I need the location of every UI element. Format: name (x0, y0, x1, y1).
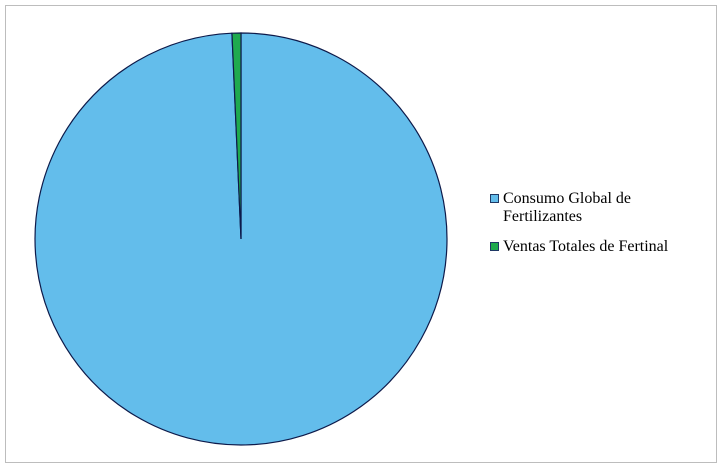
legend-swatch-consumo (490, 194, 499, 203)
legend-entry-ventas: Ventas Totales de Fertinal (490, 238, 713, 256)
legend-swatch-ventas (490, 242, 499, 251)
pie-chart (34, 32, 448, 446)
legend-entry-consumo: Consumo Global de Fertilizantes (490, 190, 713, 226)
legend-label-ventas: Ventas Totales de Fertinal (503, 238, 669, 255)
legend: Consumo Global de Fertilizantes Ventas T… (490, 190, 713, 268)
pie-slice-ventas (231, 32, 242, 240)
chart-frame: Consumo Global de Fertilizantes Ventas T… (5, 5, 717, 463)
legend-label-consumo: Consumo Global de Fertilizantes (503, 190, 631, 225)
